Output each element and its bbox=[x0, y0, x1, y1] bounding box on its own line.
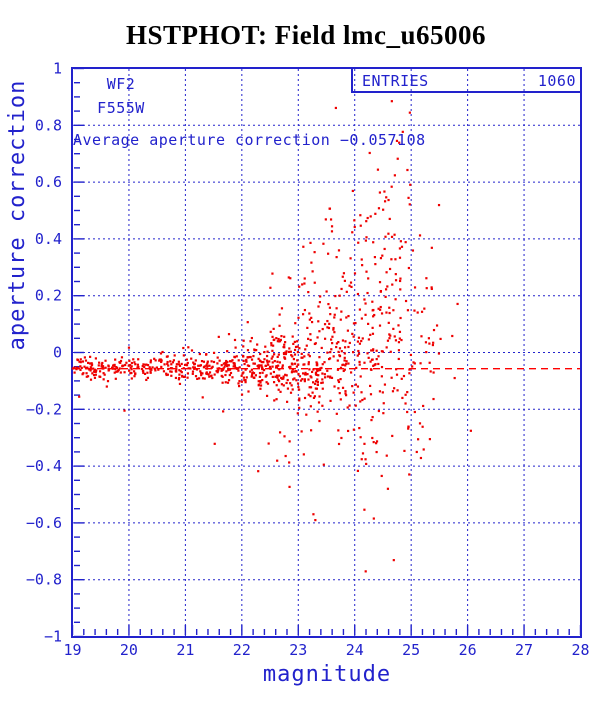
camera-label: WF2 bbox=[107, 75, 136, 93]
y-tick-label: 0 bbox=[53, 344, 62, 362]
x-tick-label: 27 bbox=[515, 641, 533, 659]
y-tick-label: 0.6 bbox=[35, 173, 62, 191]
axis-ticks bbox=[71, 67, 582, 638]
x-tick-label: 20 bbox=[120, 641, 138, 659]
plot-frame bbox=[71, 67, 582, 638]
y-tick-label: 0.2 bbox=[35, 287, 62, 305]
x-tick-label: 28 bbox=[571, 641, 589, 659]
x-tick-label: 26 bbox=[459, 641, 477, 659]
x-axis-label: magnitude bbox=[263, 662, 391, 687]
y-tick-label: 1 bbox=[53, 60, 62, 78]
entries-box bbox=[351, 67, 582, 93]
x-tick-label: 19 bbox=[63, 641, 81, 659]
page-title: HSTPHOT: Field lmc_u65006 bbox=[125, 20, 486, 50]
y-tick-label: −0.6 bbox=[26, 514, 62, 532]
y-tick-label: −0.8 bbox=[26, 571, 62, 589]
y-tick-label: 0.8 bbox=[35, 116, 62, 134]
x-tick-label: 22 bbox=[233, 641, 251, 659]
x-tick-label: 25 bbox=[402, 641, 420, 659]
x-tick-label: 21 bbox=[176, 641, 194, 659]
filter-label: F555W bbox=[97, 99, 145, 117]
y-tick-label: 0.4 bbox=[35, 230, 62, 248]
average-correction-label: Average aperture correction −0.057108 bbox=[73, 131, 426, 149]
x-tick-labels: 19 20 21 22 23 24 25 26 27 28 bbox=[63, 641, 589, 659]
scatter-points bbox=[71, 100, 472, 573]
y-axis-label: aperture correction bbox=[5, 80, 30, 351]
y-tick-label: −0.2 bbox=[26, 400, 62, 418]
y-tick-label: −0.4 bbox=[26, 457, 62, 475]
entries-value: 1060 bbox=[538, 72, 576, 90]
x-tick-label: 24 bbox=[346, 641, 364, 659]
x-tick-label: 23 bbox=[289, 641, 307, 659]
y-tick-labels: −1 −0.8 −0.6 −0.4 −0.2 0 0.2 0.4 0.6 0.8 1 bbox=[26, 60, 62, 646]
entries-label: ENTRIES bbox=[362, 72, 429, 90]
y-tick-label: −1 bbox=[44, 628, 62, 646]
